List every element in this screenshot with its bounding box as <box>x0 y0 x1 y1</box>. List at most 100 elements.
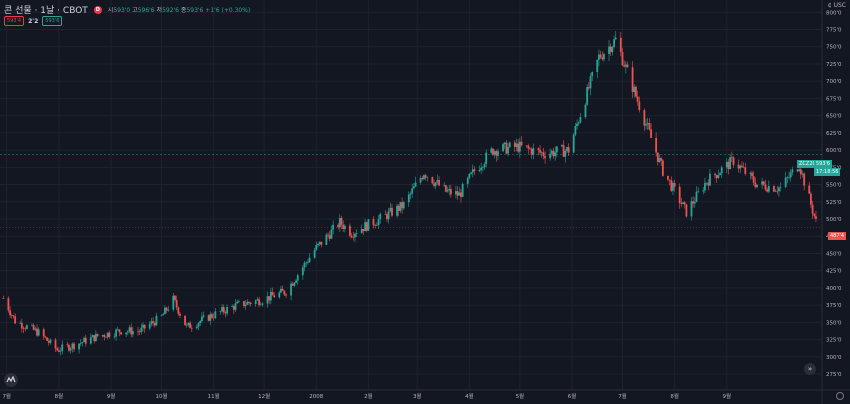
candle-body <box>658 158 661 162</box>
price-tick-label: 700'0 <box>826 79 842 85</box>
candle-body <box>774 190 777 192</box>
sell-price-button[interactable]: 593'4 <box>4 16 25 26</box>
candle-body <box>318 241 321 244</box>
candle-body <box>786 177 789 179</box>
candle-body <box>360 229 363 234</box>
candle-body <box>762 181 765 185</box>
candle-body <box>532 148 535 155</box>
candle-body <box>71 343 74 349</box>
candle-body <box>94 333 97 342</box>
candle-body <box>219 311 222 312</box>
candle-body <box>788 177 790 178</box>
time-tick-label: 9월 <box>107 392 116 400</box>
candle-body <box>680 203 683 205</box>
candle-body <box>137 331 139 332</box>
candle-body <box>202 315 205 317</box>
candle-body <box>650 129 652 138</box>
candle-body <box>572 134 575 153</box>
candle-body <box>412 186 415 189</box>
candle-body <box>481 167 484 168</box>
candle-body <box>772 185 775 192</box>
scroll-to-realtime-icon[interactable]: » <box>804 363 816 375</box>
candle-body <box>436 180 439 183</box>
candle-body <box>576 123 578 127</box>
tradingview-logo-icon[interactable] <box>4 373 18 387</box>
candle-body <box>243 301 245 307</box>
buy-price-button[interactable]: 593'6 <box>42 16 63 26</box>
candle-body <box>128 327 131 332</box>
candle-body <box>461 183 464 197</box>
candle-body <box>709 173 711 186</box>
candle-body <box>143 324 146 329</box>
currency-unit[interactable]: ¢ USC <box>827 2 846 9</box>
candle-body <box>281 288 284 291</box>
candle-body <box>332 224 335 230</box>
settings-gear-icon[interactable] <box>836 392 844 400</box>
candle-body <box>9 310 11 316</box>
candle-body <box>702 190 705 192</box>
candle-body <box>791 169 794 173</box>
candle-body <box>224 312 227 314</box>
candle-body <box>12 315 15 317</box>
candle-body <box>729 157 732 170</box>
price-tick-label: 675'0 <box>826 96 842 102</box>
price-tick-label: 750'0 <box>826 45 842 51</box>
candle-body <box>631 67 634 92</box>
candle-body <box>752 176 755 183</box>
price-tick-label: 625'0 <box>826 131 842 137</box>
candle-body <box>799 169 802 175</box>
candle-body <box>621 52 624 66</box>
time-tick-label: 11월 <box>208 392 220 400</box>
candle-body <box>24 328 27 330</box>
candle-body <box>295 280 297 283</box>
candle-body <box>162 314 165 316</box>
market-status-badge[interactable]: D <box>93 5 102 14</box>
candle-body <box>305 262 308 264</box>
candle-body <box>470 172 472 174</box>
candle-body <box>554 152 557 157</box>
candle-body <box>248 301 250 303</box>
candle-body <box>79 342 82 344</box>
candle-body <box>508 142 511 148</box>
candle-body <box>715 175 718 179</box>
candle-body <box>683 202 686 205</box>
candle-body <box>492 148 494 155</box>
candle-body <box>177 307 180 314</box>
candle-body <box>601 57 604 60</box>
candle-body <box>315 245 318 251</box>
candle-body <box>165 307 168 311</box>
candle-body <box>446 190 449 192</box>
candle-body <box>655 137 658 153</box>
candle-body <box>682 202 684 205</box>
candle-body <box>349 225 351 236</box>
candle-body <box>611 46 614 53</box>
candle-body <box>619 37 622 53</box>
candle-body <box>234 303 237 310</box>
candle-body <box>529 148 531 150</box>
symbol-title[interactable]: 콘 선물 · 1날 · CBOT <box>4 6 88 16</box>
price-tick-label: 425'0 <box>826 269 842 275</box>
candle-body <box>493 151 496 155</box>
candle-body <box>389 207 392 212</box>
candle-body <box>56 348 59 351</box>
candle-body <box>433 183 435 186</box>
ohlc-values: 시593'0 고596'6 저592'6 종593'6 +1'6 (+0.30%… <box>107 7 251 14</box>
candle-body <box>466 178 469 184</box>
candle-body <box>520 141 523 146</box>
candle-body <box>550 150 553 154</box>
candle-body <box>646 123 649 125</box>
candle-body <box>118 329 121 333</box>
candle-body <box>187 322 190 326</box>
candle-body <box>402 202 405 209</box>
candle-body <box>424 175 427 178</box>
candle-body <box>14 316 17 324</box>
candle-body <box>172 295 175 310</box>
candle-body <box>813 213 816 217</box>
candle-body <box>328 235 331 239</box>
candle-body <box>764 184 767 190</box>
time-tick-label: 2월 <box>364 392 373 400</box>
price-tick-label: 600'0 <box>826 148 842 154</box>
candle-body <box>730 157 733 158</box>
price-tick-label: 375'0 <box>826 303 842 309</box>
